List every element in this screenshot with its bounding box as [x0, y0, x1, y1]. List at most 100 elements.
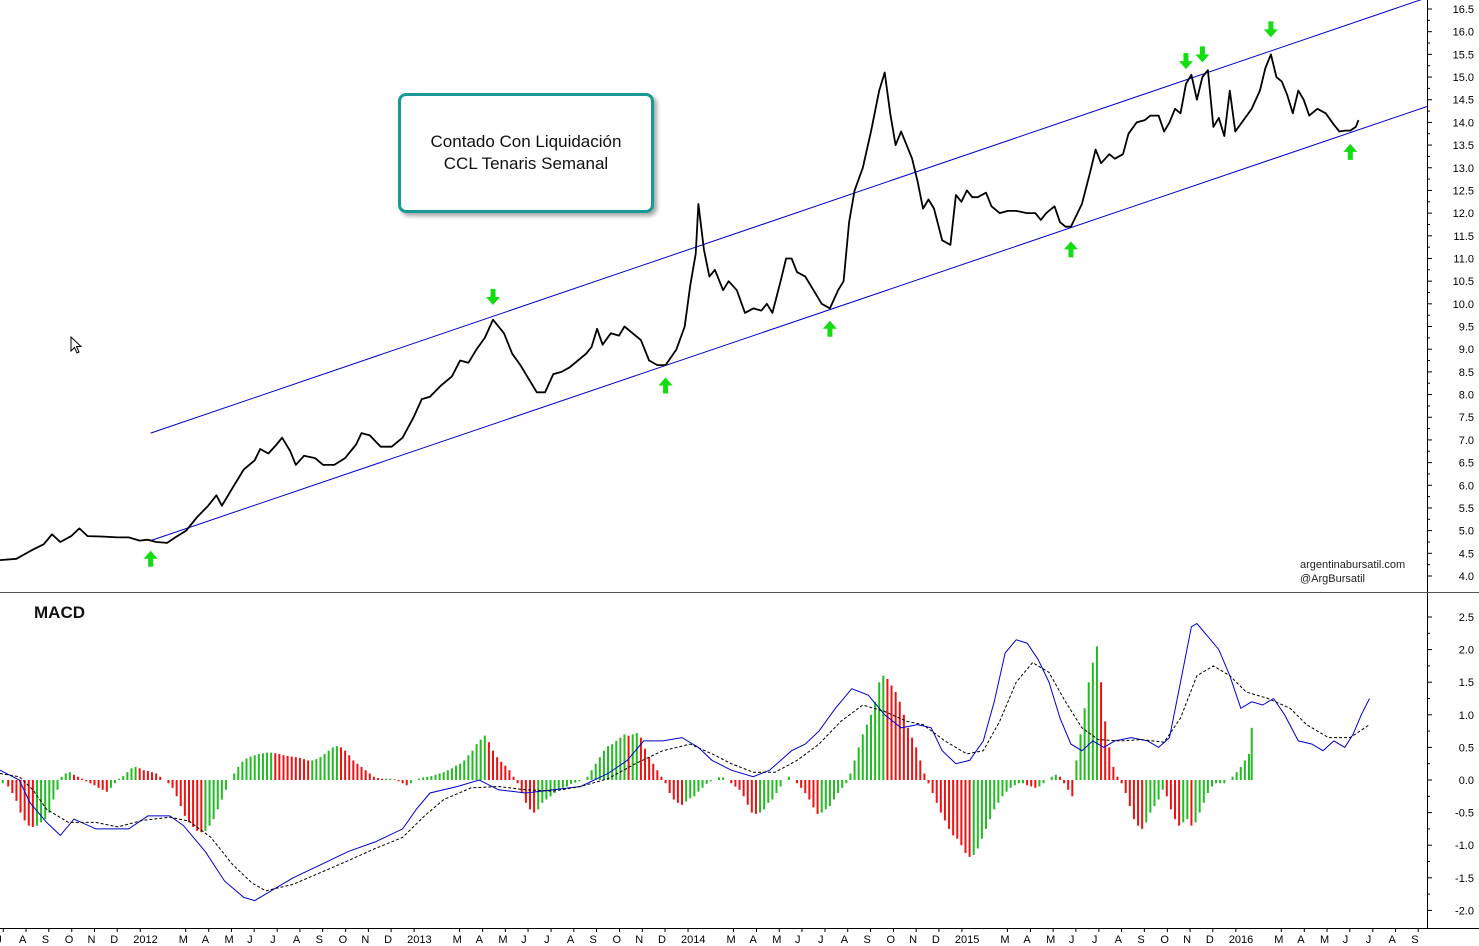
- month-label: J: [795, 934, 801, 946]
- year-label: 2014: [681, 934, 705, 946]
- month-label: J: [1343, 934, 1349, 946]
- month-label: A: [1389, 934, 1397, 946]
- price-tick-label: 16.5: [1453, 4, 1474, 16]
- month-label: A: [476, 934, 484, 946]
- month-label: J: [521, 934, 527, 946]
- arrow-down-icon: [1195, 46, 1210, 63]
- macd-lines: [0, 622, 1370, 902]
- trend-channel: [150, 0, 1428, 542]
- macd-histogram: [1, 646, 1253, 857]
- month-label: A: [567, 934, 575, 946]
- macd-tick-label: 1.5: [1459, 677, 1474, 689]
- price-tick-label: 9.0: [1459, 344, 1474, 356]
- price-tick-label: 6.0: [1459, 480, 1474, 492]
- month-label: A: [1023, 934, 1031, 946]
- month-label: N: [909, 934, 917, 946]
- price-tick-label: 13.0: [1453, 163, 1474, 175]
- price-tick-label: 10.0: [1453, 299, 1474, 311]
- month-label: D: [110, 934, 118, 946]
- channel-upper-line: [150, 0, 1422, 434]
- month-label: D: [1206, 934, 1214, 946]
- price-tick-label: 14.0: [1453, 117, 1474, 129]
- price-line: [0, 53, 1360, 561]
- month-label: J: [270, 934, 276, 946]
- month-label: S: [863, 934, 870, 946]
- price-tick-label: 10.5: [1453, 276, 1474, 288]
- month-label: S: [1137, 934, 1144, 946]
- price-tick-label: 7.5: [1459, 412, 1474, 424]
- month-label: O: [339, 934, 348, 946]
- price-tick-label: 9.5: [1459, 322, 1474, 334]
- month-label: M: [498, 934, 507, 946]
- month-label: J: [544, 934, 550, 946]
- price-tick-label: 8.5: [1459, 367, 1474, 379]
- arrow-up-icon: [1063, 241, 1078, 258]
- price-tick-label: 7.0: [1459, 435, 1474, 447]
- month-label: A: [293, 934, 301, 946]
- month-label: J: [247, 934, 253, 946]
- month-label: O: [886, 934, 895, 946]
- price-tick-label: 14.5: [1453, 95, 1474, 107]
- arrow-down-icon: [486, 289, 501, 306]
- price-tick-label: 16.0: [1453, 27, 1474, 39]
- month-label: J: [1069, 934, 1075, 946]
- month-label: N: [635, 934, 643, 946]
- month-label: N: [361, 934, 369, 946]
- arrow-up-icon: [658, 377, 673, 394]
- macd-tick-label: -1.5: [1455, 873, 1474, 885]
- macd-tick-label: 0.5: [1459, 742, 1474, 754]
- month-label: M: [726, 934, 735, 946]
- month-label: S: [590, 934, 597, 946]
- price-tick-label: 8.0: [1459, 390, 1474, 402]
- month-label: N: [87, 934, 95, 946]
- signal-line: [0, 661, 1370, 892]
- price-y-axis: 4.0 4.5 5.0 5.5 6.0 6.5 7.0 7.5 8.0 8.5 9.0 9.5 10.0…: [1427, 4, 1474, 583]
- month-label: A: [1297, 934, 1305, 946]
- price-tick-label: 4.5: [1459, 548, 1474, 560]
- arrow-up-icon: [822, 320, 837, 337]
- macd-y-axis: 2.5 2.0 1.5 1.0 0.5 0.0 -0.5 -1.0 -1.5 -2.0: [1427, 612, 1474, 917]
- month-label: J: [1366, 934, 1372, 946]
- price-tick-label: 5.5: [1459, 503, 1474, 515]
- arrow-up-icon: [1343, 143, 1358, 160]
- month-label: D: [384, 934, 392, 946]
- watermark: argentinabursatil.com @ArgBursatil: [1300, 558, 1405, 586]
- month-label: O: [1160, 934, 1169, 946]
- macd-tick-label: 2.0: [1459, 645, 1474, 657]
- month-label: M: [1046, 934, 1055, 946]
- annotation-box: Contado Con Liquidación CCL Tenaris Sema…: [398, 93, 654, 213]
- month-label: A: [841, 934, 849, 946]
- macd-tick-label: -1.0: [1455, 840, 1474, 852]
- month-label: A: [202, 934, 210, 946]
- year-label: 2016: [1229, 934, 1253, 946]
- month-label: J: [0, 934, 2, 946]
- watermark-handle: @ArgBursatil: [1300, 573, 1365, 585]
- month-label: N: [1183, 934, 1191, 946]
- arrow-down-icon: [1178, 53, 1193, 70]
- watermark-site: argentinabursatil.com: [1300, 559, 1406, 571]
- month-label: A: [19, 934, 27, 946]
- month-label: M: [224, 934, 233, 946]
- price-tick-label: 15.0: [1453, 72, 1474, 84]
- year-label: 2013: [407, 934, 431, 946]
- arrow-up-icon: [143, 550, 158, 567]
- price-tick-label: 12.5: [1453, 185, 1474, 197]
- month-label: M: [1320, 934, 1329, 946]
- month-label: O: [613, 934, 622, 946]
- price-tick-label: 4.0: [1459, 571, 1474, 583]
- month-label: S: [316, 934, 323, 946]
- time-x-axis: J A S O N D 2012 M A M J J A S O N D 2013 M A M J J A S O N D 2014 M A…: [0, 928, 1419, 946]
- price-tick-label: 5.0: [1459, 526, 1474, 538]
- mouse-pointer-icon: [70, 336, 83, 354]
- month-label: M: [772, 934, 781, 946]
- month-label: A: [750, 934, 758, 946]
- price-series: [0, 53, 1360, 561]
- month-label: M: [453, 934, 462, 946]
- month-label: J: [818, 934, 824, 946]
- annotation-line-2: CCL Tenaris Semanal: [443, 154, 609, 173]
- macd-title: MACD: [34, 603, 85, 622]
- year-label: 2012: [133, 934, 157, 946]
- macd-tick-label: 0.0: [1459, 775, 1474, 787]
